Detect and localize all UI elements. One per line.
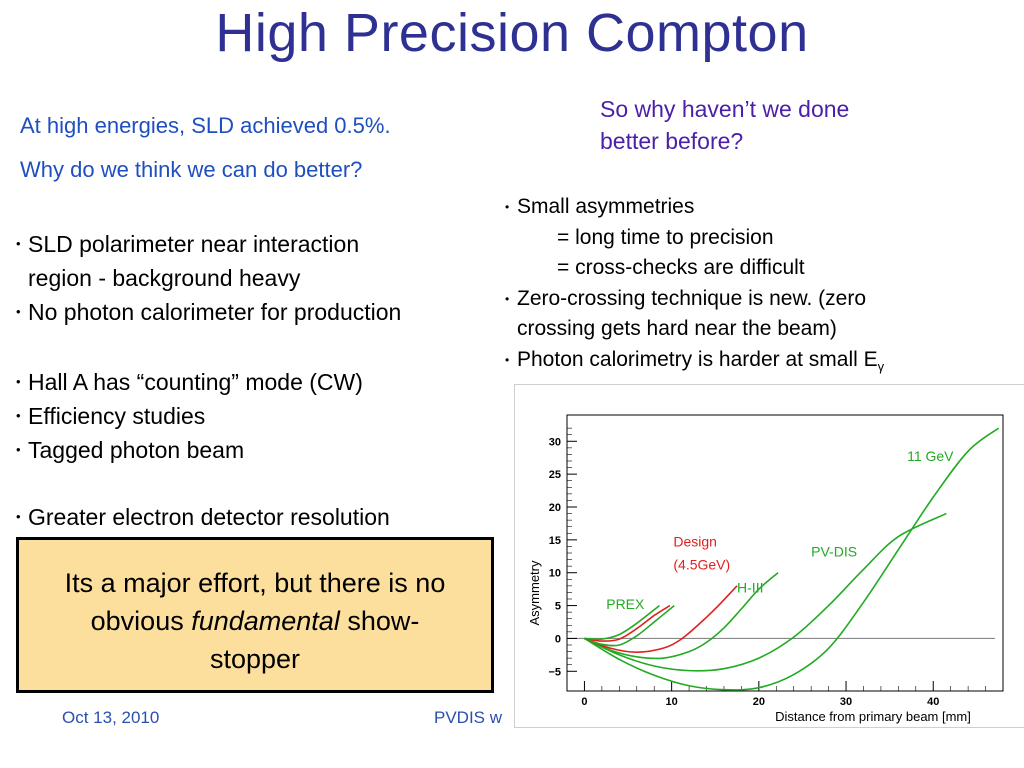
bullet-tagged-photon: Tagged photon beam [16,433,363,467]
x-tick-label: 0 [581,696,587,708]
curve-label: 11 GeV [907,448,954,464]
bullet-text: Photon calorimetry is harder at small E [517,347,878,371]
series-line-2 [584,572,779,660]
bullet-no-calorimeter: No photon calorimeter for production [16,295,401,329]
x-tick-label: 20 [753,696,765,708]
slide-title: High Precision Compton [215,3,809,63]
callout-box: Its a major effort, but there is no obvi… [16,537,494,693]
y-tick-label: 20 [549,502,561,514]
bullet-continuation: crossing gets hard near the beam) [517,317,837,340]
y-tick-label: 15 [549,535,561,547]
right-question-line-2: better before? [600,128,744,154]
series-line-3 [584,585,738,654]
footer-date: Oct 13, 2010 [62,708,160,727]
asymmetry-plot: −5 0 5 10 15 20 25 30 0 10 20 30 40 Distance from pri… [514,384,1024,728]
y-axis-label: Asymmetry [527,560,542,626]
bullet-efficiency: Efficiency studies [16,399,363,433]
curve-label: PREX [606,596,645,612]
curve-label: (4.5GeV) [673,556,730,572]
callout-line-3: stopper [209,644,301,674]
x-tick-label: 40 [927,696,939,708]
y-tick-label: 0 [555,633,561,645]
subscript-gamma: γ [877,358,885,374]
bullet-hall-a: Hall A has “counting” mode (CW) [16,365,363,399]
curve-label: PV-DIS [811,543,857,559]
intro-line-1: At high energies, SLD achieved 0.5%. [20,113,391,138]
y-tick-label: −5 [548,666,561,678]
left-bullets-a: SLD polarimeter near interaction region … [16,227,401,329]
x-tick-label: 10 [666,696,678,708]
y-tick-label: 10 [549,568,561,580]
y-tick-label: 25 [549,469,561,481]
x-tick-label: 30 [840,696,852,708]
right-question: So why haven’t we done better before? [600,93,849,157]
bullet-zero-crossing: Zero-crossing technique is new. (zero [505,284,884,315]
callout-text: show- [339,606,420,636]
footer-title: PVDIS w [434,708,503,727]
bullet-photon-calorimetry: Photon calorimetry is harder at small Eγ [505,345,884,383]
intro-line-2: Why do we think we can do better? [20,157,363,182]
callout-text: obvious [90,606,192,636]
bullet-line: SLD polarimeter near interaction [28,231,360,257]
bullet-line: region - background heavy [28,265,301,291]
left-bullets-c: Greater electron detector resolution [16,500,390,534]
left-bullets-b: Hall A has “counting” mode (CW) Efficien… [16,365,363,467]
x-axis-label: Distance from primary beam [mm] [775,709,971,724]
y-tick-label: 30 [549,436,561,448]
right-bullets: Small asymmetries = long time to precisi… [505,192,884,382]
curve-label: H-III [737,579,763,595]
sub-line: = cross-checks are difficult [557,256,805,279]
series-line-0 [584,427,1000,691]
bullet-resolution: Greater electron detector resolution [16,500,390,534]
callout-line-1: Its a major effort, but there is no [64,568,446,598]
callout-emphasis: fundamental [191,606,340,636]
series-line-6 [584,604,660,641]
sub-line: = long time to precision [557,225,774,249]
y-tick-label: 5 [555,601,561,613]
bullet-sld: SLD polarimeter near interaction region … [16,227,401,295]
series-line-4 [584,604,675,647]
series-line-1 [584,512,947,672]
right-question-line-1: So why haven’t we done [600,96,850,122]
series-line-5 [584,604,671,642]
bullet-small-asym: Small asymmetries [505,192,884,223]
curve-label: Design [673,533,717,549]
callout-line-2: obvious fundamental show- [19,602,491,640]
